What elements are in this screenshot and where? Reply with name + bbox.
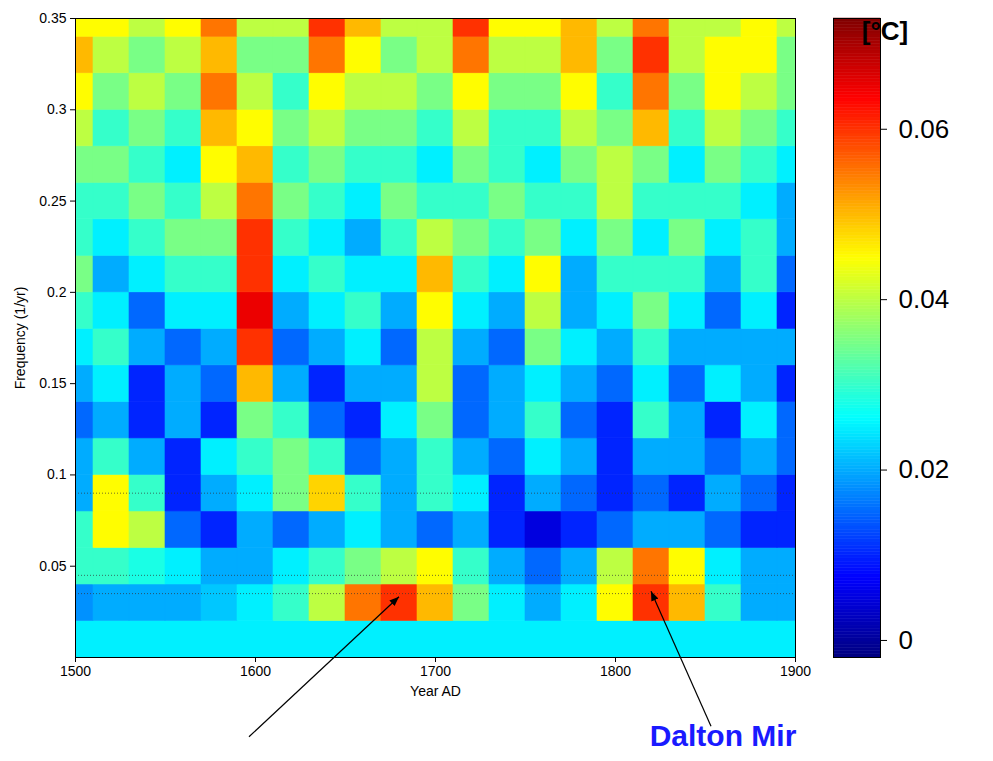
svg-text:1500: 1500 [60, 663, 91, 679]
svg-text:1700: 1700 [420, 663, 451, 679]
svg-text:1600: 1600 [240, 663, 271, 679]
svg-text:0.06: 0.06 [899, 114, 950, 144]
svg-text:0.1: 0.1 [47, 466, 67, 482]
svg-text:0.05: 0.05 [39, 558, 66, 574]
svg-text:Frequency (1/yr): Frequency (1/yr) [12, 287, 28, 390]
svg-text:0.02: 0.02 [899, 454, 950, 484]
svg-text:0: 0 [899, 625, 913, 655]
svg-text:[°C]: [°C] [862, 16, 909, 46]
svg-text:1900: 1900 [780, 663, 811, 679]
svg-text:Year AD: Year AD [410, 683, 461, 699]
svg-text:0.2: 0.2 [47, 284, 67, 300]
svg-text:0.25: 0.25 [39, 193, 66, 209]
svg-text:Dalton Mir: Dalton Mir [650, 719, 797, 752]
svg-text:0.35: 0.35 [39, 10, 66, 26]
svg-text:0.15: 0.15 [39, 375, 66, 391]
svg-text:0.3: 0.3 [47, 101, 67, 117]
svg-text:1800: 1800 [600, 663, 631, 679]
svg-text:0.04: 0.04 [899, 284, 950, 314]
